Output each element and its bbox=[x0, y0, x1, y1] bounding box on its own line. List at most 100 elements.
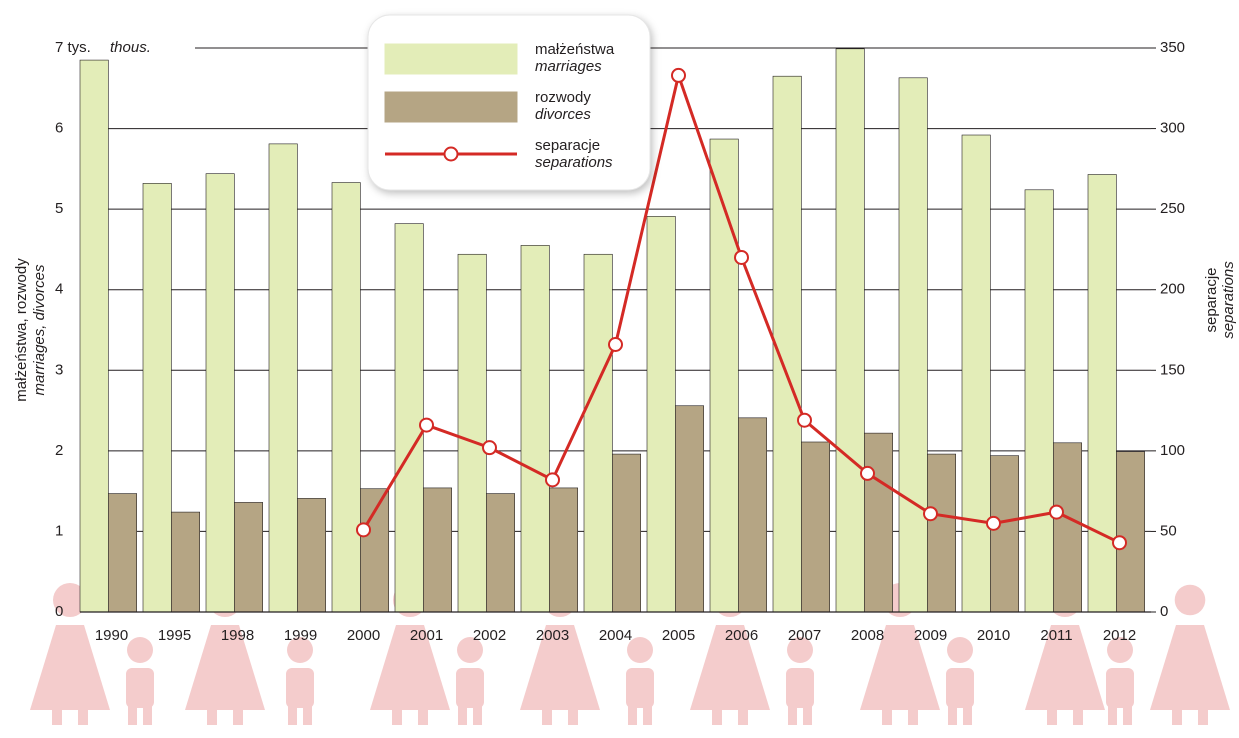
x-tick-label: 2002 bbox=[473, 627, 506, 644]
y-tick-label: 4 bbox=[55, 281, 63, 298]
figure-body bbox=[126, 668, 154, 708]
bar bbox=[646, 216, 676, 613]
legend-label: separacje bbox=[535, 137, 600, 154]
bar bbox=[549, 487, 578, 613]
plot-area: 1990 1995 1998 1999 2000 2001 2002 2003 2004 2005… bbox=[79, 48, 1151, 644]
legend-label: rozwody bbox=[535, 89, 591, 106]
figure-body bbox=[860, 625, 940, 710]
figure-body bbox=[185, 625, 265, 710]
figure-leg bbox=[128, 700, 137, 725]
y2-axis-title: separacje bbox=[1203, 267, 1220, 332]
legend-swatch bbox=[443, 146, 459, 162]
figure-leg bbox=[712, 700, 722, 725]
x-tick-label: 2003 bbox=[536, 627, 569, 644]
bar bbox=[394, 223, 424, 613]
bar bbox=[486, 493, 516, 613]
bar bbox=[297, 498, 327, 613]
figure-leg bbox=[803, 700, 812, 725]
figure-head bbox=[1174, 584, 1206, 616]
figure-head bbox=[287, 637, 313, 663]
bar bbox=[142, 183, 172, 613]
bar bbox=[612, 453, 641, 613]
bar bbox=[835, 48, 865, 613]
line-marker bbox=[356, 522, 371, 538]
line-marker bbox=[419, 417, 434, 433]
figure-leg bbox=[473, 700, 482, 725]
figure-leg bbox=[908, 700, 918, 725]
figure-body bbox=[690, 625, 770, 710]
x-tick-label: 2007 bbox=[788, 627, 821, 644]
figure-body bbox=[626, 668, 654, 708]
bar bbox=[898, 77, 928, 613]
figure-leg bbox=[418, 700, 428, 725]
x-tick-label: 2011 bbox=[1040, 627, 1072, 644]
line-marker bbox=[608, 337, 623, 353]
x-tick-label: 2008 bbox=[851, 627, 884, 644]
legend-label: divorces bbox=[535, 106, 591, 123]
figure-head bbox=[53, 583, 87, 617]
figure-leg bbox=[1123, 700, 1132, 725]
figure-leg bbox=[643, 700, 652, 725]
x-tick-label: 2001 bbox=[410, 627, 443, 644]
y2-tick-label: 0 bbox=[1160, 603, 1168, 620]
x-tick-label: 2004 bbox=[599, 627, 632, 644]
figure-body bbox=[1025, 625, 1105, 710]
bar bbox=[709, 138, 739, 613]
bar bbox=[423, 487, 453, 613]
bar bbox=[520, 245, 550, 613]
bar bbox=[205, 173, 235, 613]
figure-leg bbox=[143, 700, 152, 725]
figure-head bbox=[947, 637, 973, 663]
y2-axis-title: separations bbox=[1220, 261, 1237, 339]
bar bbox=[234, 502, 264, 613]
y-axis-title: małżeństwa, rozwody bbox=[13, 258, 30, 402]
figure-leg bbox=[542, 700, 552, 725]
figure-body bbox=[1106, 668, 1134, 708]
figure-body bbox=[786, 668, 814, 708]
figure-leg bbox=[392, 700, 402, 725]
legend-swatch bbox=[384, 43, 518, 75]
figure-leg bbox=[1198, 700, 1208, 725]
y-tick-label: 0 bbox=[55, 603, 63, 620]
figure-head bbox=[127, 637, 153, 663]
line-marker bbox=[734, 249, 749, 265]
y2-tick-label: 250 bbox=[1160, 200, 1185, 217]
x-tick-label: 2012 bbox=[1103, 627, 1136, 644]
line-marker bbox=[1112, 535, 1127, 551]
figure-leg bbox=[738, 700, 748, 725]
y-tick-label: 5 bbox=[55, 200, 63, 217]
figure-head bbox=[1107, 637, 1133, 663]
x-tick-label: 2006 bbox=[725, 627, 758, 644]
figure-leg bbox=[1172, 700, 1182, 725]
y-tick-label: 2 bbox=[55, 442, 63, 459]
y2-tick-label: 350 bbox=[1160, 39, 1185, 56]
bar bbox=[79, 59, 109, 613]
legend-label: marriages bbox=[535, 58, 602, 75]
bar bbox=[738, 417, 767, 613]
bar bbox=[583, 253, 613, 613]
figure-body bbox=[286, 668, 314, 708]
figure-body bbox=[30, 625, 110, 710]
legend-label: separations bbox=[535, 154, 613, 171]
figure-leg bbox=[1047, 700, 1057, 725]
figure-leg bbox=[568, 700, 578, 725]
figure-leg bbox=[458, 700, 467, 725]
x-tick-label: 1990 bbox=[95, 627, 128, 644]
x-tick-label: 1998 bbox=[221, 627, 254, 644]
y-tick-label: 6 bbox=[55, 120, 63, 137]
figure-leg bbox=[52, 700, 62, 725]
line-marker bbox=[671, 67, 686, 83]
figure-leg bbox=[78, 700, 88, 725]
figure-leg bbox=[882, 700, 892, 725]
x-tick-label: 2005 bbox=[662, 627, 695, 644]
line-marker bbox=[545, 472, 560, 488]
bar bbox=[331, 182, 361, 613]
x-tick-label: 2009 bbox=[914, 627, 947, 644]
x-tick-label: 2010 bbox=[977, 627, 1010, 644]
y-unit: thous. bbox=[110, 39, 151, 56]
y2-tick-label: 200 bbox=[1160, 281, 1185, 298]
bar bbox=[772, 75, 802, 613]
bar bbox=[961, 134, 991, 613]
line-marker bbox=[923, 506, 938, 522]
